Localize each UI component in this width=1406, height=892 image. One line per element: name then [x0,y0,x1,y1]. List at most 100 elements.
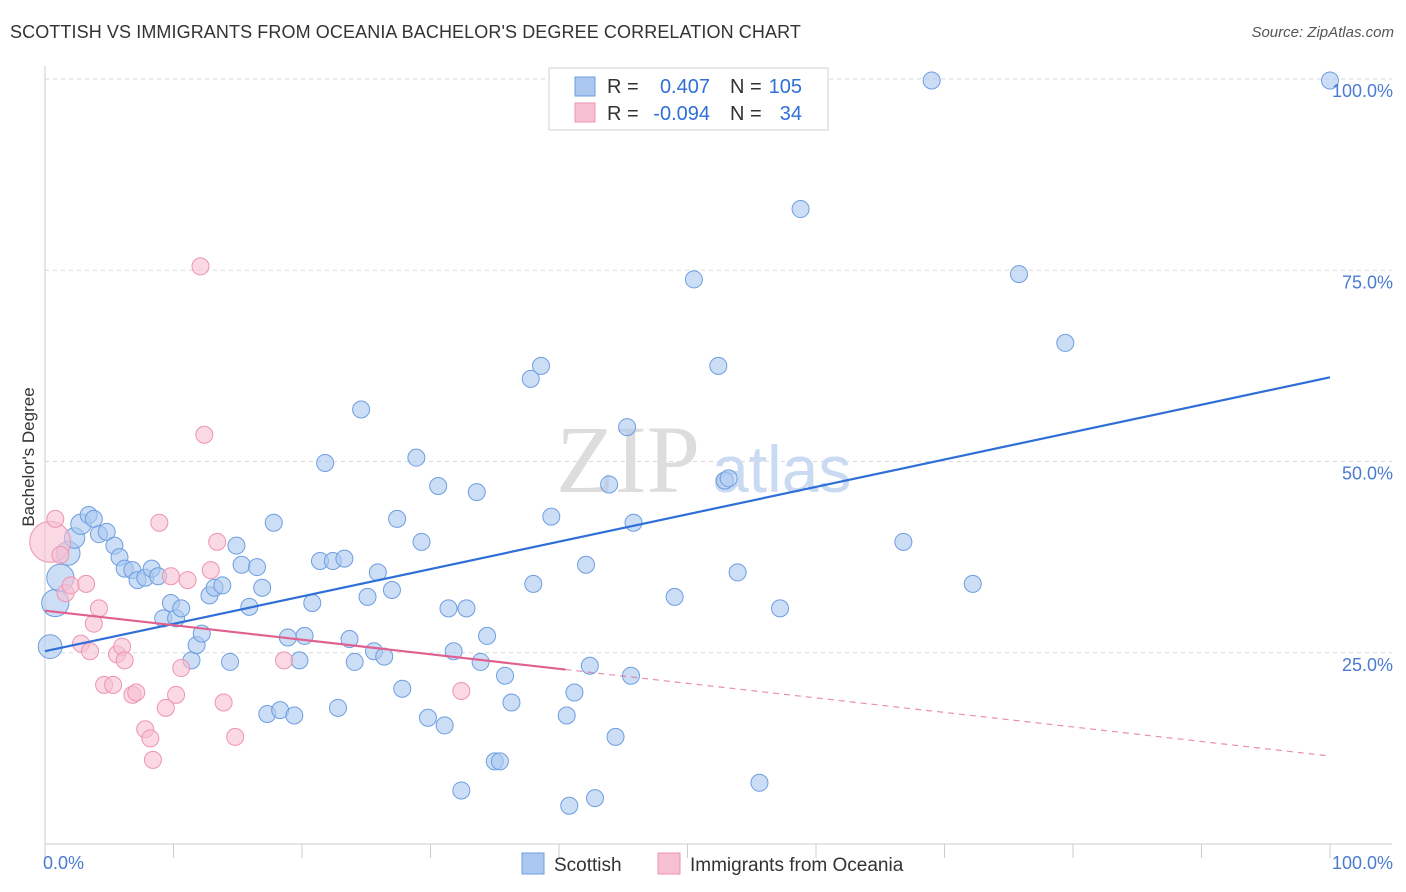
oceania-point [161,567,180,586]
scottish-point [253,578,272,597]
oceania-point [167,685,186,704]
scottish-point [750,773,769,792]
series-legend-swatch-scottish [521,852,545,875]
scottish-point [407,448,426,467]
oceania-point [214,693,233,712]
scottish-point [213,576,232,595]
grid-lines [45,78,1392,654]
stats-legend: R = 0.407 N = 105 R = -0.094 N = 34 [548,67,829,131]
series-legend-oceania: Immigrants from Oceania [690,855,904,876]
oceania-point [195,425,214,444]
scottish-point [600,475,619,494]
legend-n-value-2: 34 [780,103,802,125]
scottish-point [1321,71,1339,90]
scottish-point [340,629,359,648]
scottish-point [303,594,322,613]
oceania-point [77,574,96,593]
scottish-point [467,483,486,502]
scottish-point [624,513,643,532]
oceania-point [80,642,99,661]
legend-n-label-1: N = [730,76,762,98]
oceania-trend-extension [565,668,1331,757]
scottish-point [1010,265,1029,284]
scottish-point [502,693,521,712]
scottish-point [791,200,810,219]
scottish-point [439,599,458,618]
oceania-point [51,545,70,564]
scottish-point [580,656,599,675]
scottish-point [328,698,347,717]
oceania-point [141,729,160,748]
scottish-point [248,558,267,577]
axes [44,66,1392,858]
legend-swatch-pink [574,102,596,123]
scottish-point [264,513,283,532]
y-axis-label: Bachelor's Degree [19,387,38,526]
scottish-point [435,716,454,735]
oceania-point [89,599,108,618]
trend-lines [44,376,1331,757]
scottish-point [345,652,364,671]
oceania-point [104,675,123,694]
scottish-point [388,509,407,528]
y-tick-label: 25.0% [1342,655,1393,675]
scottish-point [352,400,371,419]
oceania-point [172,659,191,678]
scottish-point [606,727,625,746]
scottish-point [894,532,913,551]
scottish-point [922,71,941,90]
scottish-point [37,634,63,660]
tick-labels: 25.0% 50.0% 75.0% 100.0% 0.0% 100.0% [43,81,1393,873]
scottish-point [560,796,579,815]
scottish-point [452,781,471,800]
scottish-point [521,369,540,388]
scottish-point [290,651,309,670]
oceania-point [115,651,134,670]
scottish-point [418,708,437,727]
scottish-point [429,476,448,495]
oceania-point [143,750,162,769]
oceania-trend-line [44,609,566,671]
chart-title: SCOTTISH VS IMMIGRANTS FROM OCEANIA BACH… [10,22,801,42]
oceania-point [61,576,80,595]
scottish-point [532,356,551,375]
scottish-point [542,507,561,526]
oceania-point [452,682,471,700]
scottish-point [97,522,116,541]
oceania-point [46,509,65,528]
oceania-point [127,683,146,702]
x-tick-label: 100.0% [1332,853,1393,873]
source-credit: Source: ZipAtlas.com [1251,24,1394,41]
scottish-point [358,587,377,606]
scottish-point [285,706,304,725]
scottish-point [295,626,314,645]
oceania-point [201,561,220,580]
oceania-point [191,257,210,276]
scottish-point [728,563,747,582]
series-legend-scottish: Scottish [554,855,622,876]
scottish-point [316,454,335,473]
legend-r-value-1: 0.407 [660,76,710,98]
series-legend-swatch-oceania [657,852,681,875]
x-tick-label: 0.0% [43,853,84,873]
scottish-point [335,549,354,568]
oceania-point [150,513,169,532]
scottish-point [490,752,509,771]
legend-n-label-2: N = [730,103,762,125]
scottish-point [665,587,684,606]
oceania-point [226,727,245,746]
scottish-trend-line [44,376,1331,653]
scottish-point [719,469,738,488]
scottish-point [709,356,728,375]
scottish-point [412,532,431,551]
y-tick-label: 75.0% [1342,272,1393,292]
scottish-point [84,509,103,528]
legend-r-label-2: R = [607,103,639,125]
scottish-point [565,683,584,702]
scottish-point [524,574,543,593]
scottish-point [585,789,604,808]
scottish-point [382,581,401,600]
scottish-point [227,536,246,555]
oceania-point [178,571,197,590]
series-legend: Scottish Immigrants from Oceania [521,852,904,876]
